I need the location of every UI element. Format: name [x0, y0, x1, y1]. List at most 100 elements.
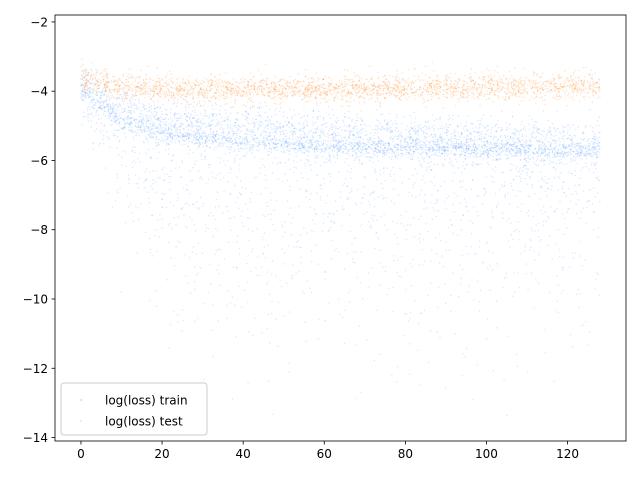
scatter-point-train	[217, 248, 220, 251]
scatter-point-train	[582, 139, 584, 141]
scatter-point-train	[438, 147, 441, 149]
scatter-point-train	[244, 133, 247, 135]
scatter-point-train	[363, 176, 366, 178]
scatter-point-train	[381, 155, 384, 158]
scatter-point-train	[336, 154, 338, 156]
scatter-point-train	[560, 158, 563, 160]
scatter-point-train	[128, 179, 130, 181]
scatter-point-train	[170, 130, 172, 133]
scatter-point-train	[495, 144, 497, 147]
scatter-point-train	[465, 144, 467, 147]
scatter-point-train	[317, 154, 319, 157]
scatter-point-train	[353, 159, 356, 162]
scatter-point-train	[566, 124, 568, 126]
scatter-point-train	[401, 153, 404, 155]
scatter-point-train	[557, 139, 559, 142]
scatter-point-train	[472, 143, 475, 146]
scatter-point-train	[444, 386, 447, 389]
scatter-point-train	[252, 137, 255, 139]
scatter-point-train	[525, 273, 527, 275]
scatter-point-train	[244, 118, 247, 120]
scatter-point-train	[469, 153, 472, 155]
scatter-point-train	[167, 241, 170, 243]
scatter-point-train	[159, 123, 161, 125]
scatter-point-train	[569, 144, 571, 146]
scatter-point-train	[170, 124, 172, 126]
scatter-point-train	[117, 119, 120, 121]
scatter-point-train	[357, 188, 359, 191]
scatter-point-train	[596, 155, 598, 157]
scatter-point-train	[401, 152, 403, 155]
scatter-point-train	[134, 99, 137, 102]
scatter-point-train	[361, 147, 364, 149]
scatter-point-train	[235, 140, 237, 142]
scatter-point-train	[142, 114, 145, 116]
scatter-point-train	[96, 80, 98, 82]
scatter-point-train	[574, 174, 576, 177]
scatter-point-train	[452, 146, 454, 148]
scatter-point-train	[495, 142, 498, 145]
scatter-point-train	[513, 148, 515, 151]
scatter-point-train	[135, 134, 137, 136]
scatter-point-train	[128, 111, 130, 113]
scatter-point-train	[481, 145, 483, 148]
scatter-point-train	[135, 119, 137, 121]
scatter-point-train	[351, 257, 354, 260]
scatter-point-train	[525, 157, 527, 159]
scatter-point-train	[553, 147, 555, 149]
scatter-point-train	[93, 90, 95, 93]
scatter-point-train	[111, 123, 113, 126]
scatter-point-train	[353, 150, 356, 153]
scatter-point-train	[322, 150, 324, 153]
scatter-point-train	[468, 147, 470, 150]
scatter-point-train	[92, 142, 94, 144]
scatter-point-train	[193, 163, 196, 166]
scatter-point-train	[409, 317, 411, 319]
scatter-point-train	[567, 171, 570, 174]
scatter-point-train	[227, 140, 230, 142]
scatter-point-train	[537, 230, 539, 232]
scatter-point-train	[210, 329, 213, 331]
scatter-point-train	[311, 142, 313, 144]
scatter-point-train	[286, 123, 288, 126]
scatter-point-train	[595, 167, 597, 170]
scatter-point-train	[92, 96, 94, 99]
scatter-point-train	[529, 249, 531, 251]
scatter-point-train	[527, 195, 529, 197]
scatter-point-train	[82, 96, 84, 98]
scatter-point-train	[98, 106, 101, 108]
scatter-point-train	[102, 138, 104, 140]
scatter-point-train	[427, 361, 430, 364]
scatter-point-train	[544, 210, 546, 213]
scatter-point-train	[117, 109, 119, 112]
scatter-point-train	[102, 104, 104, 106]
scatter-point-train	[375, 143, 377, 145]
scatter-point-train	[555, 134, 557, 137]
scatter-point-train	[327, 106, 330, 108]
scatter-point-train	[479, 289, 482, 292]
scatter-point-train	[232, 266, 235, 268]
scatter-point-train	[462, 268, 464, 271]
scatter-point-train	[320, 130, 322, 133]
scatter-point-train	[156, 117, 159, 120]
scatter-point-train	[246, 117, 248, 119]
scatter-point-train	[433, 124, 435, 126]
scatter-point-train	[504, 184, 506, 187]
scatter-point-train	[288, 362, 290, 364]
scatter-point-train	[172, 153, 175, 156]
scatter-point-train	[359, 117, 362, 120]
scatter-point-train	[181, 135, 184, 138]
scatter-point-train	[152, 148, 155, 150]
scatter-point-train	[276, 146, 279, 148]
scatter-point-train	[489, 135, 492, 137]
scatter-point-train	[331, 149, 334, 151]
scatter-point-train	[382, 128, 385, 130]
scatter-point-train	[579, 145, 581, 147]
scatter-point-train	[466, 100, 469, 103]
scatter-point-train	[89, 101, 92, 104]
scatter-point-train	[169, 111, 172, 114]
scatter-point-train	[509, 152, 512, 154]
scatter-point-train	[409, 149, 411, 151]
scatter-point-train	[587, 139, 589, 141]
scatter-point-train	[342, 150, 344, 153]
